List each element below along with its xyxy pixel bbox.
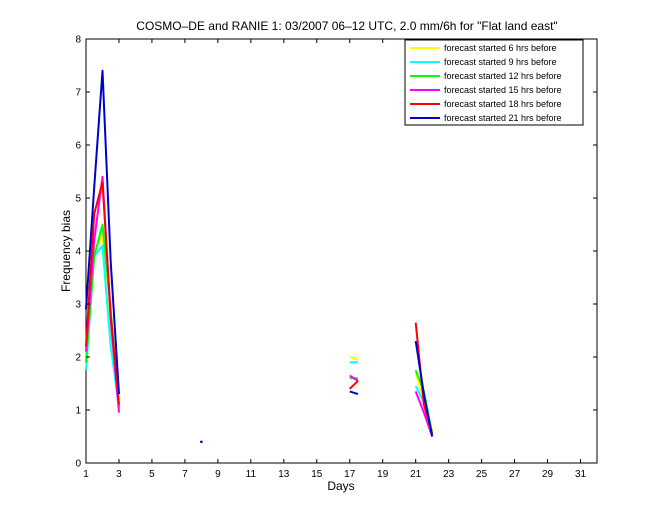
y-axis-label: Frequency bias — [59, 210, 73, 292]
series-layer — [85, 69, 434, 444]
x-tick-label: 21 — [410, 469, 422, 480]
series-line — [85, 181, 120, 405]
series-line — [85, 69, 120, 395]
y-tick-label: 3 — [75, 300, 81, 311]
legend-entry: forecast started 21 hrs before — [444, 113, 562, 123]
x-tick-label: 3 — [116, 469, 122, 480]
series-line — [414, 391, 434, 437]
series-line — [414, 340, 434, 437]
x-tick-label: 7 — [182, 469, 188, 480]
series-6 — [85, 69, 434, 444]
series-point — [200, 440, 203, 444]
x-tick-label: 11 — [246, 469, 257, 480]
x-tick-label: 1 — [83, 469, 89, 480]
x-tick-label: 23 — [443, 469, 455, 480]
x-tick-label: 27 — [509, 469, 521, 480]
y-tick-label: 4 — [75, 247, 81, 258]
x-tick-label: 9 — [215, 469, 221, 480]
x-tick-label: 15 — [311, 469, 323, 480]
y-tick-label: 7 — [75, 88, 81, 99]
x-tick-label: 29 — [542, 469, 554, 480]
legend-entry: forecast started 18 hrs before — [444, 99, 562, 109]
x-tick-label: 17 — [344, 469, 356, 480]
series-line — [349, 356, 359, 361]
legend-box — [404, 39, 584, 126]
legend-entry: forecast started 9 hrs before — [444, 57, 557, 67]
y-tick-label: 8 — [75, 35, 81, 46]
x-tick-label: 13 — [278, 469, 290, 480]
y-tick-label: 6 — [75, 141, 81, 152]
y-tick-label: 1 — [75, 406, 81, 417]
x-tick-label: 31 — [575, 469, 587, 480]
legend-entry: forecast started 15 hrs before — [444, 85, 562, 95]
x-tick-label: 25 — [476, 469, 488, 480]
x-tick-label: 5 — [149, 469, 155, 480]
legend-entry: forecast started 6 hrs before — [444, 43, 557, 53]
chart-title: COSMO–DE and RANIE 1: 03/2007 06–12 UTC,… — [136, 19, 557, 33]
x-tick-label: 19 — [377, 469, 389, 480]
x-axis-label: Days — [327, 479, 354, 493]
y-tick-label: 2 — [75, 353, 81, 364]
series-line — [349, 380, 359, 390]
y-tick-label: 5 — [75, 194, 81, 205]
legend-entry: forecast started 12 hrs before — [444, 71, 562, 81]
series-line — [349, 390, 359, 396]
series-line — [349, 374, 359, 382]
legend: forecast started 6 hrs before forecast st… — [404, 39, 584, 126]
y-tick-label: 0 — [75, 459, 81, 470]
